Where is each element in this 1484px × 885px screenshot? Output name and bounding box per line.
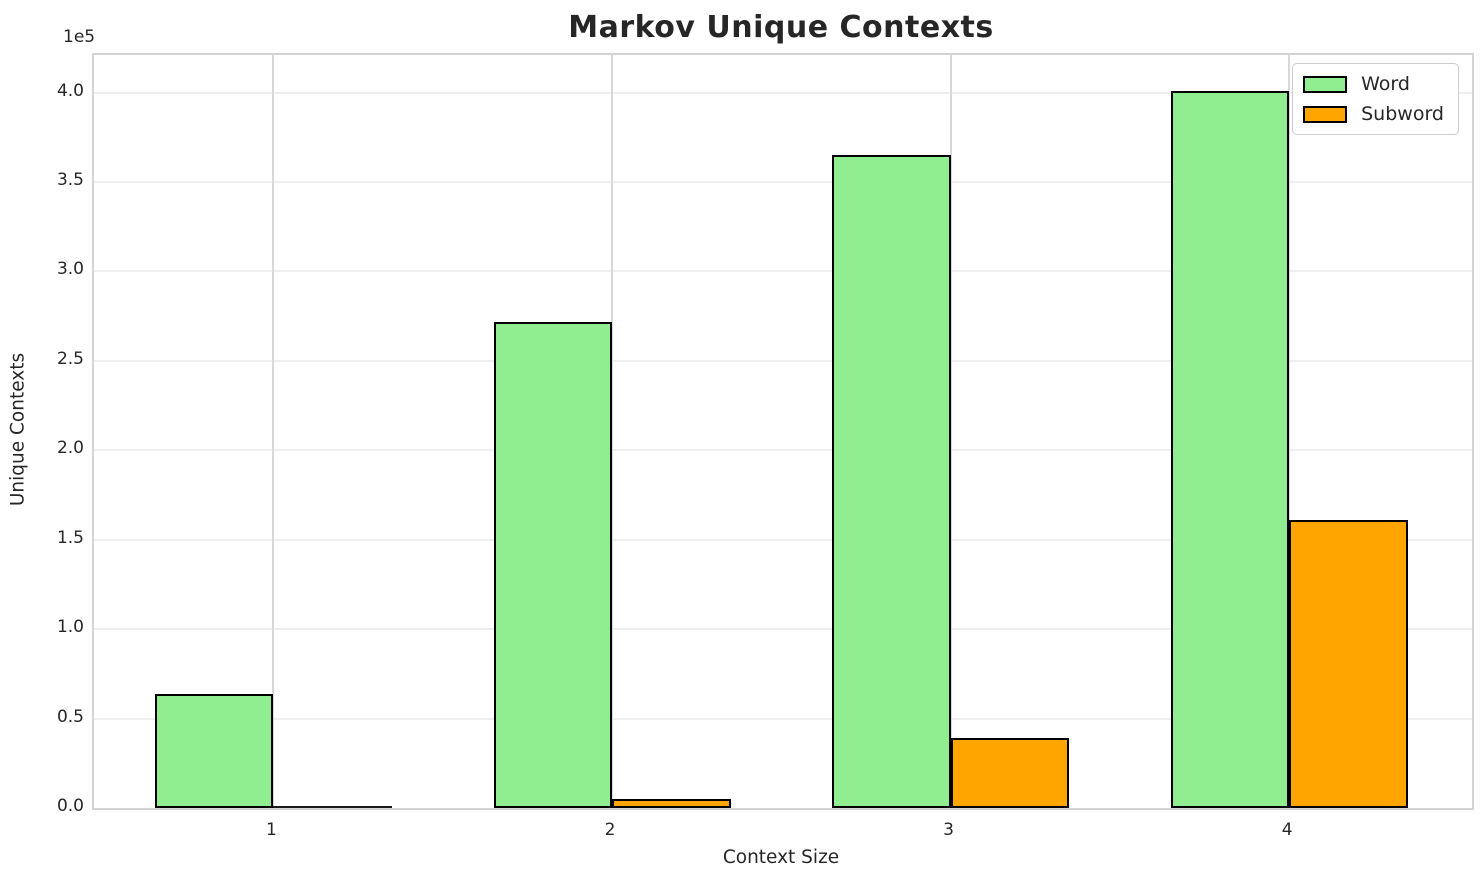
x-axis-label: Context Size bbox=[722, 847, 840, 868]
legend-label-subword: Subword bbox=[1361, 103, 1444, 125]
y-axis-offset-label: 1e5 bbox=[63, 27, 96, 47]
y-tick-label: 2.5 bbox=[56, 348, 84, 369]
bar-word-context-2 bbox=[493, 321, 613, 808]
bar-subword-context-4 bbox=[1289, 520, 1408, 808]
y-tick-label: 1.5 bbox=[56, 527, 84, 548]
word-series-swatch bbox=[1303, 75, 1348, 93]
legend: Word Subword bbox=[1292, 63, 1459, 135]
gridline-horizontal bbox=[94, 180, 1472, 183]
gridline-horizontal bbox=[94, 91, 1472, 94]
gridline-vertical bbox=[949, 55, 952, 808]
x-tick-label: 4 bbox=[1281, 820, 1293, 840]
y-tick-label: 3.5 bbox=[56, 169, 84, 190]
x-tick-label: 1 bbox=[266, 820, 277, 840]
y-tick-label: 2.0 bbox=[56, 438, 84, 459]
bar-word-context-4 bbox=[1170, 90, 1290, 808]
legend-item-word: Word bbox=[1303, 73, 1444, 95]
x-tick-label: 2 bbox=[604, 820, 616, 840]
bar-subword-context-2 bbox=[612, 799, 731, 808]
y-tick-label: 1.0 bbox=[56, 617, 84, 638]
gridline-vertical bbox=[611, 55, 614, 808]
gridline-horizontal bbox=[94, 359, 1472, 362]
gridline-horizontal bbox=[94, 717, 1472, 720]
y-tick-label: 3.0 bbox=[56, 259, 84, 280]
legend-item-subword: Subword bbox=[1303, 103, 1444, 125]
x-tick-label: 3 bbox=[943, 820, 954, 840]
y-tick-label: 0.5 bbox=[56, 706, 84, 727]
bar-word-context-3 bbox=[832, 155, 951, 808]
subword-series-swatch bbox=[1303, 105, 1348, 123]
bar-word-context-1 bbox=[154, 693, 274, 808]
legend-label-word: Word bbox=[1361, 73, 1410, 95]
y-tick-label: 0.0 bbox=[56, 796, 84, 816]
y-tick-label: 4.0 bbox=[56, 80, 84, 101]
chart-title: Markov Unique Contexts bbox=[568, 10, 994, 45]
y-axis-label: Unique Contexts bbox=[7, 352, 29, 507]
gridline-vertical bbox=[272, 55, 275, 808]
plot-area bbox=[92, 53, 1474, 810]
gridline-vertical bbox=[1288, 55, 1291, 808]
gridline-horizontal bbox=[94, 628, 1472, 631]
bar-subword-context-3 bbox=[950, 738, 1070, 808]
bar-subword-context-1 bbox=[273, 806, 392, 808]
gridline-horizontal bbox=[94, 270, 1472, 273]
gridline-horizontal bbox=[94, 538, 1472, 541]
gridline-horizontal bbox=[94, 449, 1472, 452]
